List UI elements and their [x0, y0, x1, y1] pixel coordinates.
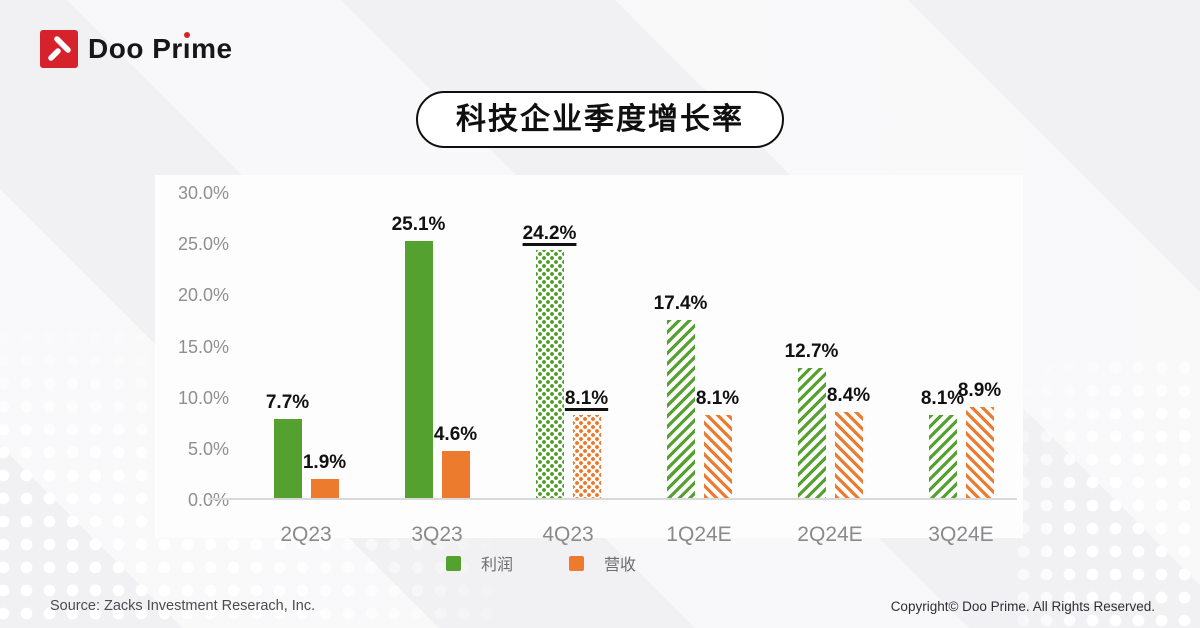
- value-label-profit-4q23: 24.2%: [522, 223, 577, 245]
- value-label-revenue-3q24e: 8.9%: [957, 379, 1002, 401]
- legend-label-revenue: 营收: [604, 557, 637, 574]
- value-label-revenue-1q24e: 8.1%: [695, 388, 740, 410]
- value-label-revenue-3q23: 4.6%: [433, 423, 478, 445]
- source-note: Source: Zacks Investment Reserach, Inc.: [50, 598, 316, 614]
- doo-prime-logo-icon: [40, 30, 78, 68]
- copyright-note: Copyright© Doo Prime. All Rights Reserve…: [890, 599, 1155, 614]
- x-tick-3q23: 3Q23: [411, 523, 463, 546]
- value-label-revenue-2q24e: 8.4%: [826, 385, 871, 407]
- doo-prime-logo: Doo Prı me: [40, 30, 233, 68]
- value-label-profit-1q24e: 17.4%: [653, 292, 708, 314]
- chart-panel: 30.0% 25.0% 20.0% 15.0% 10.0% 5.0% 0.0% 2Q23 7.…: [155, 175, 1023, 546]
- x-tick-2q23: 2Q23: [280, 523, 332, 546]
- plot-area: 2Q23 7.7% 1.9% 3Q23 25.1% 4.6% 4Q23 24.2% 8.1% 1Q…: [208, 193, 1017, 546]
- bar-profit-2q23: [273, 419, 302, 498]
- bar-revenue-1q24e: [703, 415, 732, 498]
- value-label-profit-2q24e: 12.7%: [784, 341, 839, 363]
- legend-item-revenue: 营收: [569, 551, 636, 575]
- chart-title: 科技企业季度增长率: [456, 103, 744, 136]
- value-label-profit-2q23: 7.7%: [265, 392, 310, 414]
- bar-profit-1q24e: [666, 319, 695, 498]
- legend-label-profit: 利润: [481, 557, 514, 574]
- logo-red-dot: [183, 32, 190, 38]
- bar-profit-2q24e: [797, 368, 826, 498]
- bar-revenue-4q23: [572, 415, 601, 498]
- value-label-profit-3q23: 25.1%: [391, 214, 446, 236]
- bar-profit-4q23: [535, 250, 564, 498]
- bar-revenue-3q24e: [965, 406, 994, 498]
- legend-item-profit: 利润: [446, 551, 513, 575]
- legend-swatch-profit: [446, 555, 461, 571]
- x-axis-baseline: [208, 498, 1017, 500]
- bar-revenue-3q23: [441, 450, 470, 498]
- chart-title-pill: 科技企业季度增长率: [416, 91, 784, 148]
- x-tick-1q24e: 1Q24E: [666, 523, 732, 546]
- halftone-dots-bottom-right: [1012, 356, 1200, 628]
- bar-profit-3q24e: [928, 415, 957, 498]
- legend: 利润 营收: [446, 551, 636, 575]
- value-label-revenue-4q23: 8.1%: [564, 388, 609, 410]
- logo-text: Doo Prı me: [88, 32, 233, 64]
- bar-revenue-2q23: [310, 478, 339, 498]
- x-tick-4q23: 4Q23: [542, 523, 594, 546]
- value-label-revenue-2q23: 1.9%: [302, 451, 347, 473]
- bar-profit-3q23: [404, 241, 433, 498]
- legend-swatch-revenue: [569, 555, 585, 571]
- x-tick-3q24e: 3Q24E: [928, 523, 994, 546]
- x-tick-2q24e: 2Q24E: [797, 523, 863, 546]
- bar-revenue-2q24e: [834, 412, 863, 498]
